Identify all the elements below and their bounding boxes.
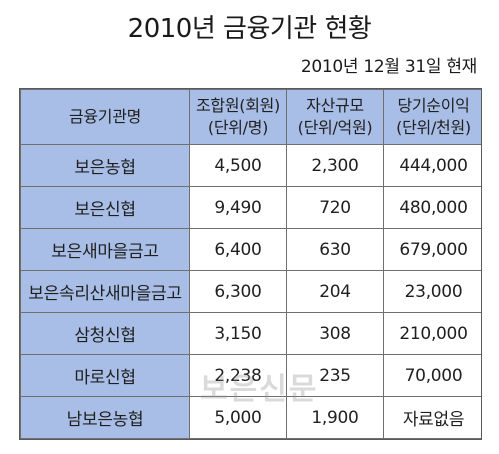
members-cell: 6,400 — [189, 228, 287, 271]
assets-cell: 204 — [286, 270, 384, 313]
table-header-row: 금융기관명 조합원(회원) (단위/명) 자산규모 (단위/억원) 당기순이익 … — [20, 89, 481, 145]
net-profit-cell: 210,000 — [383, 312, 481, 355]
institution-name-cell: 마로신협 — [20, 354, 190, 397]
financial-institutions-table: 금융기관명 조합원(회원) (단위/명) 자산규모 (단위/억원) 당기순이익 … — [20, 89, 481, 439]
net-profit-cell: 679,000 — [383, 228, 481, 271]
table-row: 보은농협 4,500 2,300 444,000 — [20, 144, 481, 187]
institution-name-cell: 보은농협 — [20, 144, 190, 187]
as-of-date: 2010년 12월 31일 현재 — [300, 57, 477, 77]
financial-institutions-table-frame: 금융기관명 조합원(회원) (단위/명) 자산규모 (단위/억원) 당기순이익 … — [19, 88, 482, 440]
table-row: 마로신협 2,238 235 70,000 — [20, 354, 481, 397]
header-members-unit: (단위/명) — [207, 118, 269, 137]
institution-name-cell: 남보은농협 — [20, 396, 190, 439]
members-cell: 6,300 — [189, 270, 287, 313]
members-cell: 5,000 — [189, 396, 287, 439]
assets-cell: 1,900 — [286, 396, 384, 439]
assets-cell: 235 — [286, 354, 384, 397]
assets-cell: 2,300 — [286, 144, 384, 187]
net-profit-cell: 23,000 — [383, 270, 481, 313]
header-institution-name: 금융기관명 — [20, 89, 190, 145]
assets-cell: 630 — [286, 228, 384, 271]
net-profit-cell: 70,000 — [383, 354, 481, 397]
institution-name-cell: 보은속리산새마을금고 — [20, 270, 190, 313]
net-profit-cell: 444,000 — [383, 144, 481, 187]
members-cell: 2,238 — [189, 354, 287, 397]
members-cell: 4,500 — [189, 144, 287, 187]
header-net-profit-label: 당기순이익 — [397, 96, 470, 115]
assets-cell: 720 — [286, 186, 384, 229]
institution-name-cell: 보은신협 — [20, 186, 190, 229]
header-assets-label: 자산규모 — [306, 96, 364, 115]
institution-name-cell: 삼청신협 — [20, 312, 190, 355]
header-institution-name-label: 금융기관명 — [68, 107, 142, 126]
institution-name-cell: 보은새마을금고 — [20, 228, 190, 271]
net-profit-cell: 자료없음 — [383, 396, 481, 439]
members-cell: 9,490 — [189, 186, 287, 229]
table-row: 보은새마을금고 6,400 630 679,000 — [20, 228, 481, 271]
header-members: 조합원(회원) (단위/명) — [189, 89, 287, 145]
table-row: 삼청신협 3,150 308 210,000 — [20, 312, 481, 355]
header-assets-unit: (단위/억원) — [297, 118, 373, 137]
table-row: 보은속리산새마을금고 6,300 204 23,000 — [20, 270, 481, 313]
assets-cell: 308 — [286, 312, 384, 355]
table-row: 보은신협 9,490 720 480,000 — [20, 186, 481, 229]
header-members-label: 조합원(회원) — [196, 96, 280, 115]
net-profit-cell: 480,000 — [383, 186, 481, 229]
header-net-profit: 당기순이익 (단위/천원) — [383, 89, 481, 145]
table-row: 남보은농협 5,000 1,900 자료없음 — [20, 396, 481, 439]
header-assets: 자산규모 (단위/억원) — [286, 89, 384, 145]
page-title: 2010년 금융기관 현황 — [127, 14, 372, 44]
members-cell: 3,150 — [189, 312, 287, 355]
header-net-profit-unit: (단위/천원) — [396, 118, 471, 137]
